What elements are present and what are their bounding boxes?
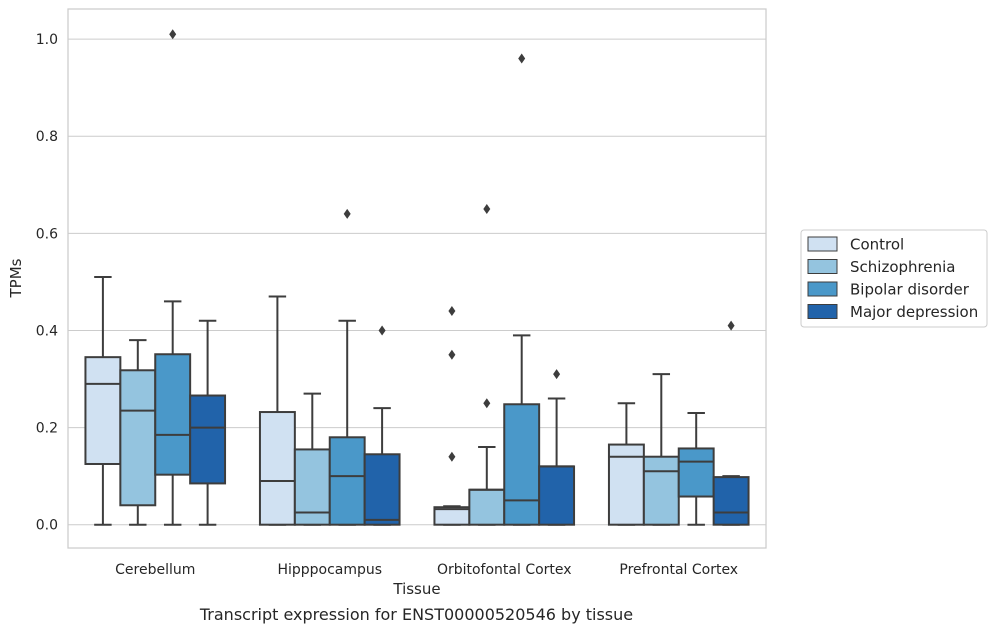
box-group <box>84 29 227 526</box>
box <box>84 356 122 465</box>
box-group <box>433 53 576 526</box>
outlier-point <box>448 306 456 317</box>
x-tick-label: Hipppocampus <box>277 562 382 578</box>
y-tick-label: 1.0 <box>36 32 58 48</box>
box <box>154 353 192 476</box>
box <box>258 411 296 526</box>
x-axis-ticks: Cerebellum Hipppocampus Orbitofontal Corte… <box>115 562 738 578</box>
legend-swatch <box>807 259 838 274</box>
x-tick-label: Prefrontal Cortex <box>619 562 738 578</box>
box <box>119 369 157 507</box>
box <box>712 476 750 526</box>
y-axis-ticks: 0.0 0.2 0.4 0.6 0.8 1.0 <box>36 32 58 534</box>
box-group <box>607 320 750 526</box>
box <box>363 453 401 526</box>
legend-frame <box>800 229 988 328</box>
outlier-point <box>343 208 351 219</box>
legend-label: Major depression <box>850 303 978 321</box>
legend-label: Control <box>850 236 904 254</box>
y-tick-label: 0.8 <box>36 129 58 145</box>
plot-frame <box>67 8 767 549</box>
box <box>677 447 715 498</box>
box-group <box>258 208 401 526</box>
box <box>503 403 541 526</box>
legend-swatch <box>807 281 838 297</box>
outlier-point <box>169 29 177 40</box>
box <box>538 465 576 526</box>
outlier-point <box>518 53 526 64</box>
outlier-point <box>448 349 456 360</box>
legend-swatch <box>807 304 838 319</box>
y-tick-label: 0.2 <box>36 421 58 437</box>
legend: Control Schizophrenia Bipolar disorder Majo… <box>800 229 988 328</box>
y-axis-label: TPMs <box>7 258 25 298</box>
box <box>468 488 506 526</box>
y-tick-label: 0.6 <box>36 226 58 242</box>
outlier-point <box>378 325 386 336</box>
y-tick-label: 0.0 <box>36 518 58 534</box>
box <box>189 394 227 485</box>
outlier-point <box>448 451 456 462</box>
x-axis-label: Tissue <box>392 580 440 598</box>
box <box>328 436 366 526</box>
y-tick-label: 0.4 <box>36 323 58 339</box>
outlier-point <box>483 398 491 409</box>
legend-label: Bipolar disorder <box>850 281 970 299</box>
outlier-point <box>727 320 735 331</box>
figure-caption: Transcript expression for ENST0000052054… <box>199 605 634 624</box>
x-tick-label: Cerebellum <box>115 562 195 578</box>
outlier-point <box>483 204 491 215</box>
legend-label: Schizophrenia <box>850 258 955 276</box>
x-tick-label: Orbitofontal Cortex <box>437 562 572 578</box>
box <box>642 455 680 526</box>
outlier-point <box>553 369 561 380</box>
legend-swatch <box>807 236 838 252</box>
box-groups <box>84 29 750 526</box>
